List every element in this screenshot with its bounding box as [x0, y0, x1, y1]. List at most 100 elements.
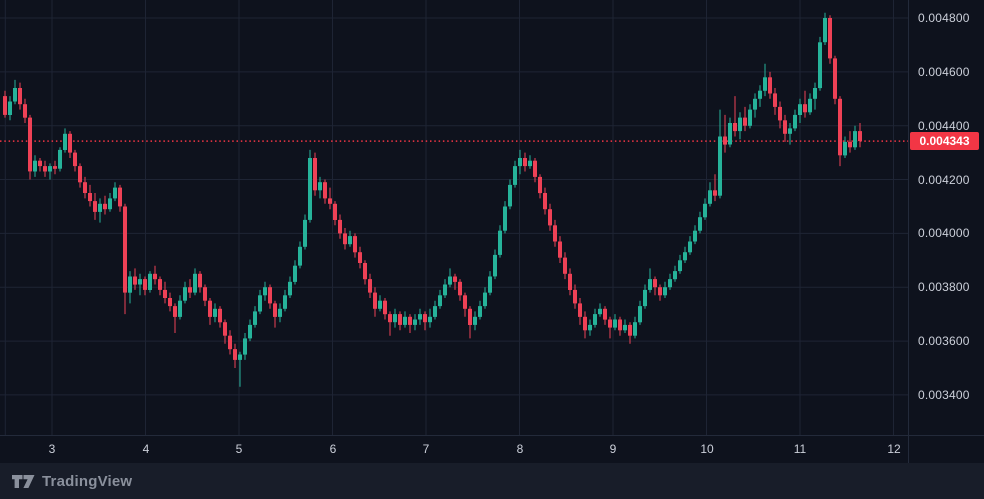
- candle-body: [583, 316, 587, 331]
- candle-body: [393, 314, 397, 323]
- time-tick-label: 11: [793, 442, 807, 456]
- candle-body: [163, 289, 167, 298]
- candle-body: [53, 166, 57, 169]
- candle-body: [413, 319, 417, 325]
- candle-body: [328, 198, 332, 204]
- candle-body: [33, 160, 37, 172]
- candle-body: [93, 201, 97, 212]
- candle-body: [178, 300, 182, 317]
- candle-body: [138, 279, 142, 285]
- candle-body: [653, 279, 657, 288]
- candle-body: [58, 149, 62, 169]
- candle-body: [718, 136, 722, 196]
- candle-body: [338, 219, 342, 234]
- candle-body: [828, 18, 832, 59]
- price-tick-label: 0.003800: [918, 280, 970, 294]
- candle-body: [443, 284, 447, 296]
- candle-body: [593, 314, 597, 325]
- candle-body: [113, 187, 117, 199]
- candle-body: [458, 281, 462, 296]
- candle-body: [18, 88, 22, 105]
- candle-body: [748, 109, 752, 126]
- candle-body: [158, 279, 162, 290]
- price-tick-label: 0.004800: [918, 11, 970, 25]
- candle-body: [678, 260, 682, 272]
- candle-body: [258, 295, 262, 312]
- candle-body: [633, 322, 637, 336]
- time-tick-label: 5: [235, 442, 243, 456]
- candle-body: [73, 152, 77, 167]
- time-tick-label: 8: [516, 442, 524, 456]
- candle-body: [538, 176, 542, 194]
- candle-body: [488, 276, 492, 293]
- time-tick-label: 7: [422, 442, 430, 456]
- candle-body: [738, 117, 742, 132]
- candle-body: [43, 166, 47, 172]
- candle-body: [358, 252, 362, 263]
- candle-body: [553, 225, 557, 242]
- candle-body: [728, 123, 732, 145]
- candle-body: [493, 254, 497, 277]
- candle-body: [603, 308, 607, 320]
- candle-body: [563, 257, 567, 274]
- candle-body: [813, 88, 817, 99]
- watermark-label: TradingView: [42, 472, 133, 490]
- candle-body: [153, 273, 157, 280]
- price-axis[interactable]: 0.004343 0.004800 0.004600 0.004400 0.00420…: [908, 0, 984, 435]
- candle-body: [308, 158, 312, 220]
- candle-body: [798, 104, 802, 115]
- candle-body: [518, 158, 522, 167]
- candle-body: [8, 101, 12, 115]
- candle-body: [743, 117, 747, 126]
- candle-body: [388, 314, 392, 323]
- candle-body: [428, 316, 432, 323]
- candle-body: [618, 319, 622, 331]
- candle-body: [688, 241, 692, 253]
- candle-body: [363, 263, 367, 280]
- candle-body: [623, 324, 627, 331]
- candle-body: [403, 316, 407, 325]
- candle-body: [448, 276, 452, 285]
- candle-body: [198, 273, 202, 288]
- candle-body: [548, 209, 552, 226]
- candle-body: [638, 306, 642, 323]
- chart-area[interactable]: 0.004343 0.004800 0.004600 0.004400 0.00420…: [0, 0, 984, 463]
- candle-body: [543, 193, 547, 210]
- candle-body: [503, 206, 507, 231]
- candle-body: [108, 198, 112, 210]
- time-tick-label: 4: [142, 442, 150, 456]
- candle-body: [208, 300, 212, 317]
- candle-body: [103, 203, 107, 210]
- candle-body: [498, 230, 502, 255]
- candle-body: [333, 203, 337, 220]
- time-tick-label: 12: [887, 442, 901, 456]
- candle-body: [453, 276, 457, 282]
- candle-body: [128, 276, 132, 293]
- candle-body: [48, 166, 52, 172]
- candle-body: [693, 230, 697, 242]
- candle-body: [723, 136, 727, 145]
- candle-body: [23, 104, 27, 118]
- candle-body: [218, 308, 222, 323]
- candle-body: [323, 182, 327, 199]
- candle-body: [858, 131, 862, 142]
- candle-body: [278, 308, 282, 317]
- axis-border: [908, 0, 909, 463]
- candle-body: [378, 300, 382, 309]
- candle-body: [213, 308, 217, 317]
- tradingview-watermark[interactable]: TradingView: [12, 473, 132, 490]
- candle-body: [183, 287, 187, 301]
- candle-body: [3, 96, 7, 115]
- time-tick-label: 9: [609, 442, 617, 456]
- candle-body: [123, 206, 127, 293]
- candle-body: [783, 120, 787, 134]
- candlestick-plot[interactable]: [0, 0, 908, 435]
- candle-body: [248, 324, 252, 339]
- candle-body: [658, 287, 662, 296]
- candle-body: [228, 335, 232, 350]
- time-axis[interactable]: 3 4 5 6 7 8 9 10 11 12: [0, 435, 984, 463]
- candle-body: [473, 316, 477, 325]
- candle-body: [318, 182, 322, 191]
- candle-body: [463, 295, 467, 309]
- candle-body: [513, 166, 517, 185]
